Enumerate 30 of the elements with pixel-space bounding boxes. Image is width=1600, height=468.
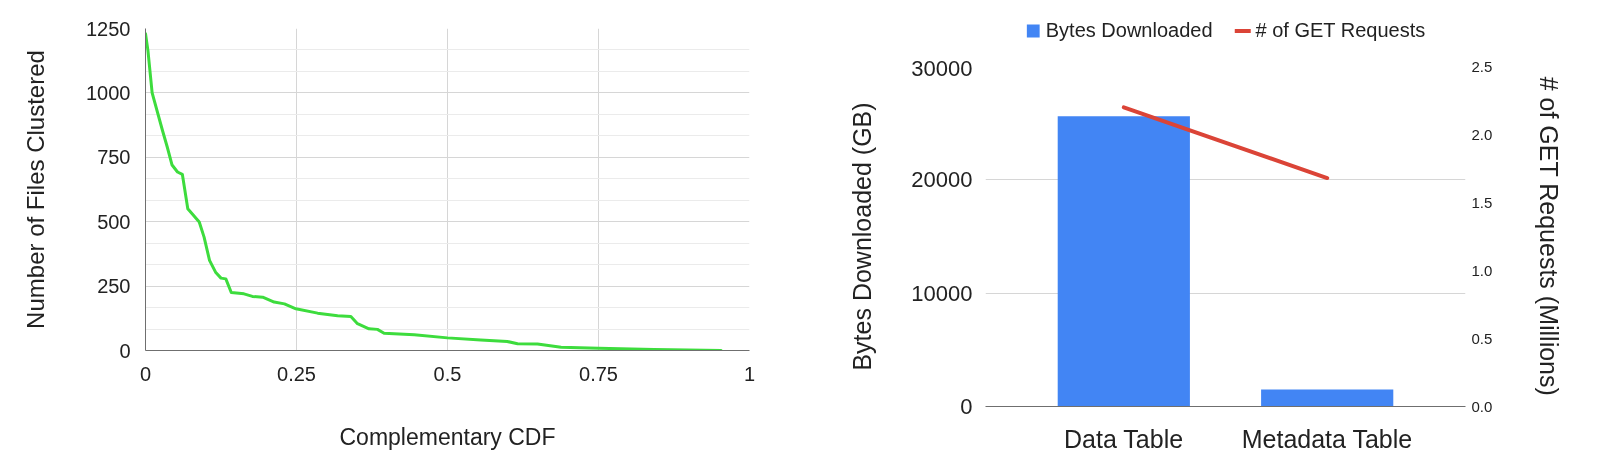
x-tick-label: 1 <box>743 362 756 385</box>
y2-tick-label: 1.5 <box>1471 193 1493 211</box>
y2-tick-label: 1.0 <box>1471 261 1493 279</box>
x-tick-label: 0 <box>139 362 152 385</box>
x-axis-title: Complementary CDF <box>339 423 556 450</box>
y-tick-label: 250 <box>97 275 131 298</box>
x-tick-label: Data Table <box>1064 424 1184 453</box>
x-tick-label: 0.5 <box>433 362 462 385</box>
y-tick-label: 20000 <box>911 167 973 193</box>
y2-tick-label: 0.0 <box>1471 397 1493 415</box>
y-tick-label: 1000 <box>86 81 131 104</box>
y-tick-label: 750 <box>97 146 131 169</box>
x-tick-label: Metadata Table <box>1241 424 1413 453</box>
legend-label: # of GET Requests <box>1255 18 1426 42</box>
y-tick-label: 500 <box>97 210 131 233</box>
y2-tick-label: 2.5 <box>1471 57 1493 75</box>
y-tick-label: 0 <box>119 339 131 362</box>
y2-tick-label: 2.0 <box>1471 125 1493 143</box>
y-tick-label: 10000 <box>911 280 973 306</box>
y2-axis-title: # of GET Requests (Millions) <box>1535 76 1564 396</box>
legend-label: Bytes Downloaded <box>1045 18 1213 42</box>
y-tick-label: 0 <box>960 394 973 419</box>
y-axis-title: Number of Files Clustered <box>22 50 50 329</box>
x-tick-label: 0.75 <box>579 362 618 385</box>
x-tick-label: 0.25 <box>277 362 316 385</box>
y2-tick-label: 0.5 <box>1471 329 1493 347</box>
line-series <box>145 32 723 351</box>
y-tick-label: 30000 <box>911 55 973 81</box>
y-axis-title: Bytes Downloaded (GB) <box>848 102 877 371</box>
y-tick-label: 1250 <box>86 17 131 40</box>
